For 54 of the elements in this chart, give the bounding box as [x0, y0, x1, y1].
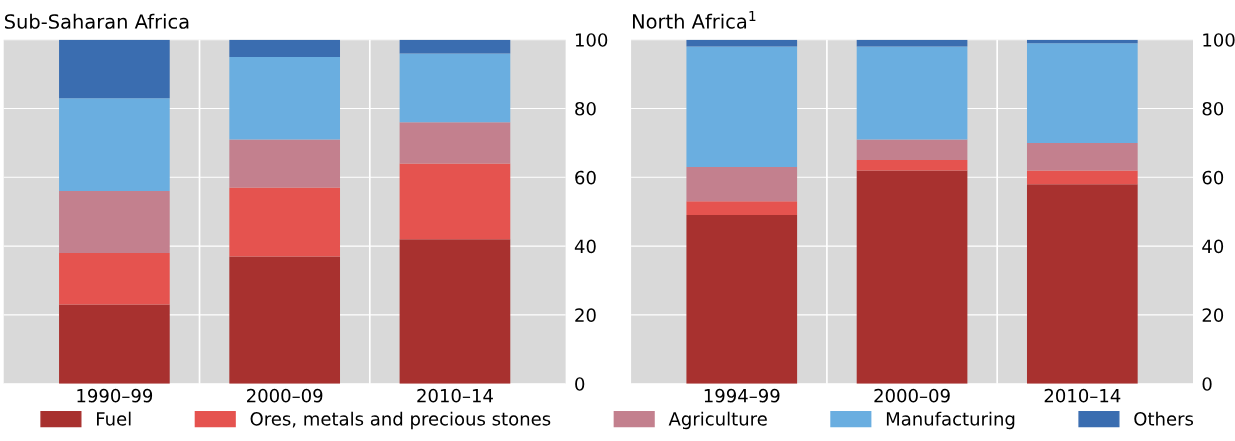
bar [856, 139, 968, 161]
bar [59, 98, 170, 192]
y-tick-label: 20 [1202, 308, 1224, 322]
y-tick-label: 60 [575, 170, 596, 185]
bar [59, 39, 170, 99]
y-tick-label: 60 [1202, 170, 1224, 185]
y-tick-label: 20 [575, 308, 596, 322]
x-tick-label: 1990–99 [77, 388, 153, 403]
y-tick-label: 80 [1202, 101, 1224, 116]
bar [229, 256, 341, 384]
y-tick-label: 0 [575, 377, 585, 391]
bar [229, 187, 341, 257]
x-tick-label: 2010–14 [1044, 388, 1121, 403]
bar [686, 166, 798, 202]
chart-title: North Africa$^{1}$ [632, 11, 756, 29]
bar [856, 46, 968, 140]
bar [229, 39, 341, 57]
y-tick-label: 100 [575, 33, 608, 47]
legend-label: Fuel [97, 411, 131, 426]
bar [229, 139, 341, 188]
x-tick-label: 2000–09 [247, 388, 323, 403]
bar [399, 53, 511, 123]
x-tick-label: 1994–99 [704, 388, 780, 403]
bar [856, 39, 968, 47]
bar [1026, 142, 1138, 171]
x-tick-label: 2010–14 [417, 388, 493, 403]
legend-label: Others [1134, 411, 1194, 426]
y-tick-label: 80 [575, 101, 596, 116]
bar [399, 163, 511, 240]
bar [1026, 184, 1138, 384]
y-tick-label: 40 [574, 239, 596, 254]
y-tick-label: 0 [1202, 377, 1212, 391]
legend-label: Agriculture [668, 411, 767, 430]
bar [686, 39, 798, 47]
bar [59, 304, 170, 384]
bar [59, 252, 170, 305]
bar [686, 215, 798, 384]
bar [1026, 43, 1138, 143]
bar [1026, 170, 1138, 185]
bar [686, 46, 798, 167]
y-tick-label: 100 [1203, 33, 1235, 47]
bar [856, 170, 968, 384]
chart-title: Sub-Saharan Africa [4, 13, 189, 29]
y-tick-label: 40 [1202, 239, 1224, 254]
bar [229, 56, 341, 140]
bar [686, 201, 798, 216]
legend-label: Manufacturing [886, 411, 1015, 430]
bar [399, 39, 511, 54]
bar [856, 160, 968, 171]
legend-label: Ores, metals and precious stones [250, 411, 551, 430]
x-tick-label: 2000–09 [874, 388, 950, 403]
bar [399, 239, 511, 384]
bar [59, 191, 170, 253]
bar [399, 122, 511, 164]
